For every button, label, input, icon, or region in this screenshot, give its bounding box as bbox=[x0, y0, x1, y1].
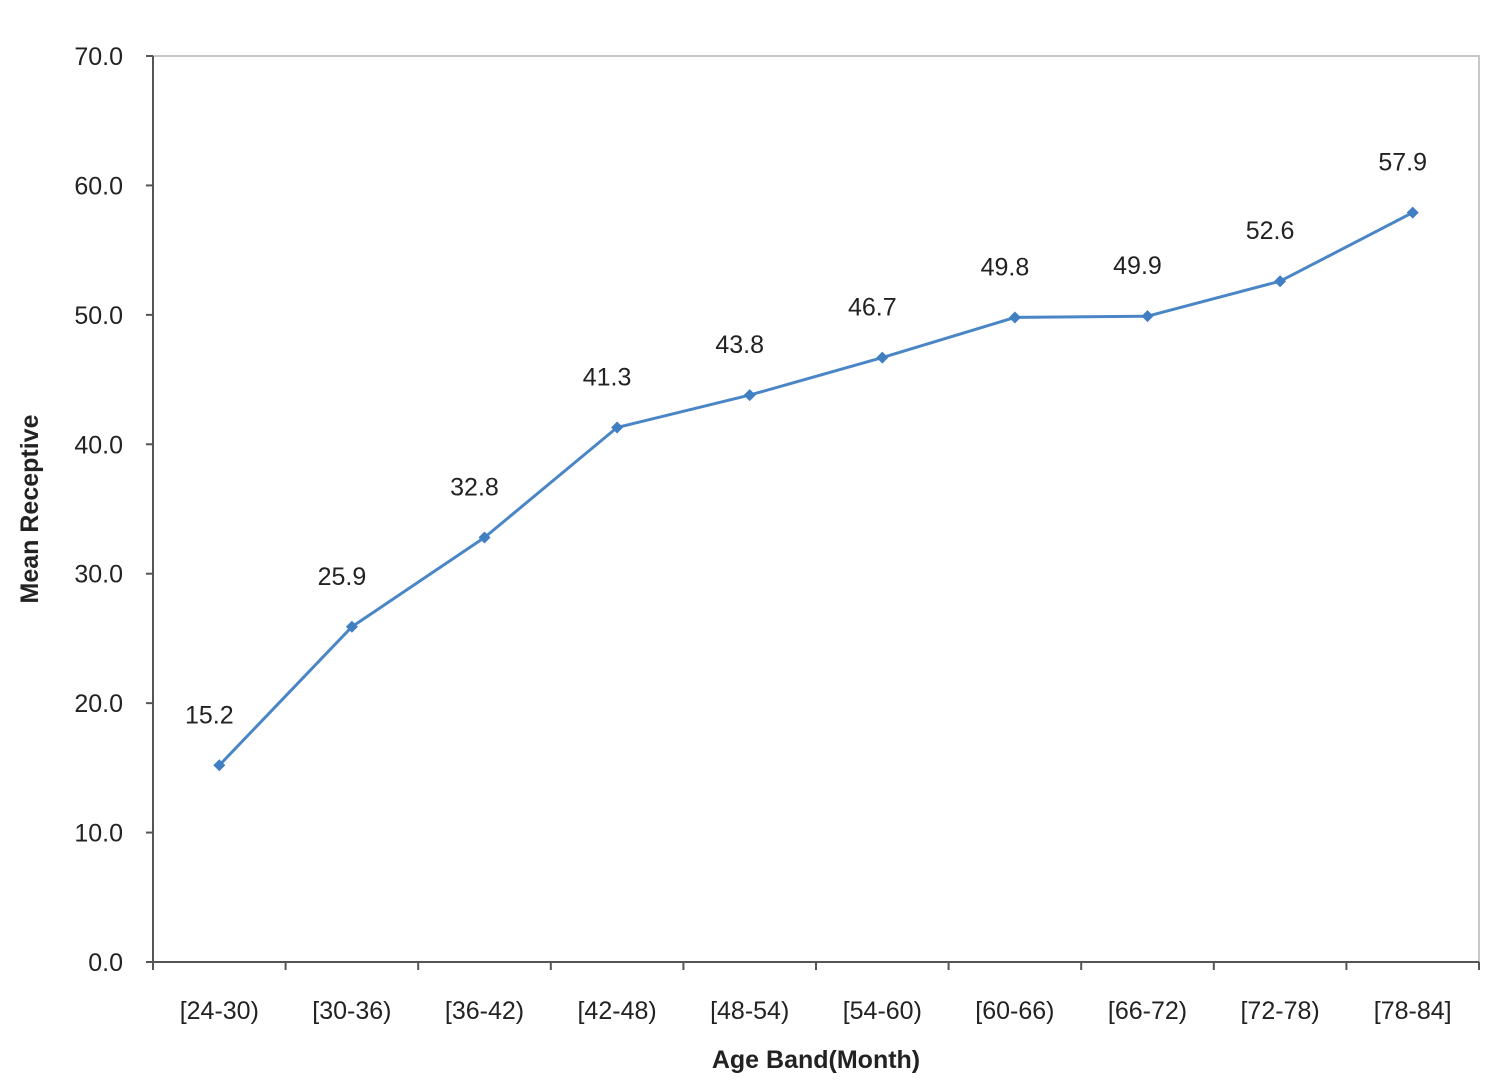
data-point-marker bbox=[1274, 275, 1287, 288]
x-tick-label: [60-66) bbox=[975, 997, 1054, 1025]
y-tick-label: 70.0 bbox=[74, 43, 123, 71]
data-point-marker bbox=[743, 389, 756, 402]
y-axis: 0.0 10.0 20.0 30.0 40.0 50.0 60.0 70.0 bbox=[74, 43, 154, 977]
data-point-marker bbox=[1008, 311, 1021, 324]
data-label: 25.9 bbox=[318, 563, 367, 591]
data-point-marker bbox=[611, 421, 624, 434]
data-point-marker bbox=[1406, 206, 1419, 219]
x-axis: [24-30) [30-36) [36-42) [42-48) [48-54) [54-6… bbox=[152, 961, 1480, 1025]
data-label: 15.2 bbox=[185, 701, 234, 729]
data-label: 46.7 bbox=[848, 294, 897, 322]
y-tick-label: 40.0 bbox=[74, 431, 123, 459]
x-tick-label: [72-78) bbox=[1240, 997, 1319, 1025]
x-tick-label: [66-72) bbox=[1108, 997, 1187, 1025]
y-tick-label: 20.0 bbox=[74, 690, 123, 718]
y-tick-label: 30.0 bbox=[74, 561, 123, 589]
y-tick-label: 10.0 bbox=[74, 820, 123, 848]
x-tick-label: [42-48) bbox=[577, 997, 656, 1025]
y-tick-label: 0.0 bbox=[88, 949, 123, 977]
x-tick-label: [54-60) bbox=[843, 997, 922, 1025]
data-point-marker bbox=[345, 620, 358, 633]
data-label: 49.9 bbox=[1113, 252, 1162, 280]
data-labels: 15.2 25.9 32.8 41.3 43.8 46.7 49.8 49.9 52.6 57.9 bbox=[185, 149, 1427, 730]
y-tick-label: 50.0 bbox=[74, 302, 123, 330]
data-label: 32.8 bbox=[450, 473, 499, 501]
data-point-marker bbox=[876, 351, 889, 364]
data-label: 49.8 bbox=[981, 253, 1030, 281]
series-line bbox=[213, 206, 1419, 772]
y-axis-title: Mean Receptive bbox=[16, 414, 44, 603]
series-polyline bbox=[218, 211, 1414, 767]
x-axis-title: Age Band(Month) bbox=[712, 1046, 920, 1074]
data-point-marker bbox=[478, 531, 491, 544]
y-tick-label: 60.0 bbox=[74, 172, 123, 200]
x-tick-label: [24-30) bbox=[180, 997, 259, 1025]
data-label: 41.3 bbox=[583, 363, 632, 391]
data-point-marker bbox=[213, 759, 226, 772]
data-point-marker bbox=[1141, 310, 1154, 323]
plot-frame bbox=[152, 55, 1480, 963]
x-tick-label: [30-36) bbox=[312, 997, 391, 1025]
x-tick-label: [48-54) bbox=[710, 997, 789, 1025]
data-label: 57.9 bbox=[1378, 149, 1427, 177]
x-tick-label: [36-42) bbox=[445, 997, 524, 1025]
data-label: 43.8 bbox=[715, 331, 764, 359]
data-label: 52.6 bbox=[1246, 217, 1295, 245]
x-tick-label: [78-84] bbox=[1374, 997, 1452, 1025]
